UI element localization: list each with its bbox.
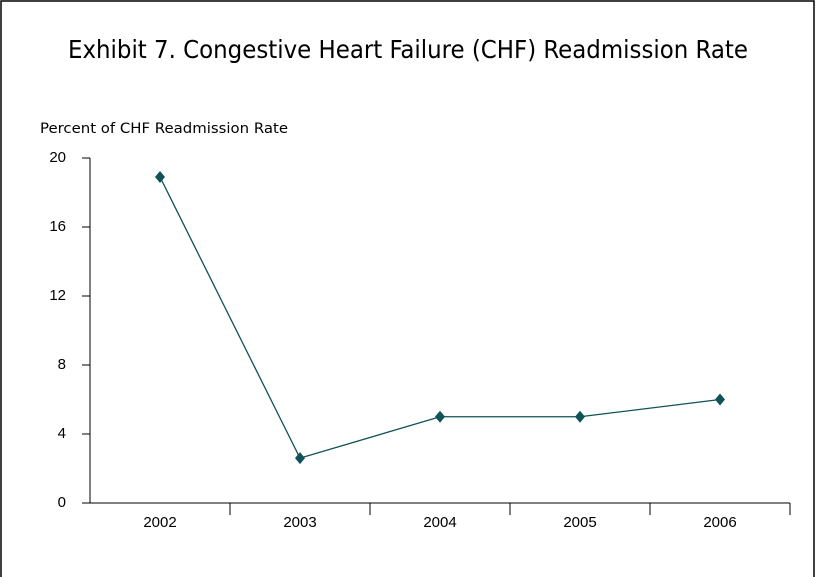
y-axis-label: Percent of CHF Readmission Rate — [40, 121, 288, 137]
x-tick-label: 2004 — [423, 514, 456, 531]
data-point — [575, 410, 585, 423]
x-tick-label: 2002 — [143, 514, 176, 531]
x-tick-label: 2003 — [283, 514, 316, 531]
x-tick-label: 2006 — [703, 514, 736, 531]
x-tick-label: 2005 — [563, 514, 596, 531]
y-tick-label: 12 — [49, 287, 66, 304]
data-point — [715, 393, 725, 406]
y-tick-label: 8 — [58, 356, 66, 373]
data-point — [155, 170, 165, 183]
chart-title: Exhibit 7. Congestive Heart Failure (CHF… — [68, 35, 748, 64]
y-tick-label: 0 — [58, 494, 66, 511]
y-tick-label: 16 — [49, 218, 66, 235]
y-tick-label: 20 — [49, 149, 66, 166]
data-point — [295, 452, 305, 465]
y-tick-label: 4 — [58, 425, 66, 442]
data-point — [435, 410, 445, 423]
